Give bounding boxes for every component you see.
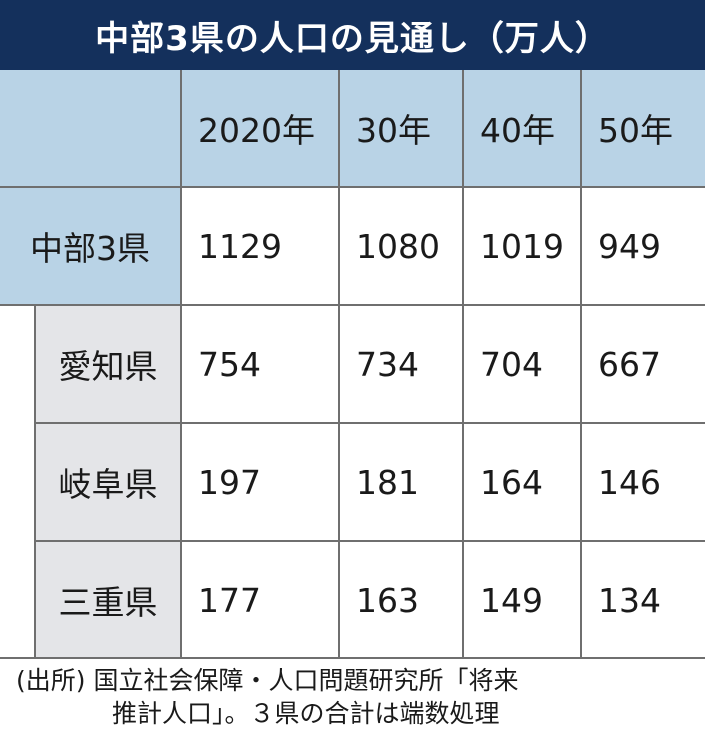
- table-bottom-rule: [0, 657, 705, 659]
- row-label-aichi: 愛知県: [36, 306, 182, 424]
- table-cell: 149: [464, 542, 582, 658]
- table-cell: 1019: [464, 188, 582, 306]
- table-cell: 667: [582, 306, 705, 424]
- table-cell: 1129: [182, 188, 340, 306]
- row-label-mie: 三重県: [36, 542, 182, 658]
- table-cell: 734: [340, 306, 464, 424]
- table-cell: 949: [582, 188, 705, 306]
- table-cell: 754: [182, 306, 340, 424]
- row-label-chubu-total: 中部3県: [0, 188, 182, 306]
- chart-title: 中部3県の人口の見通し（万人）: [0, 0, 705, 70]
- population-table: 2020年 30年 40年 50年 中部3県 1129 1080 1019 94…: [0, 70, 705, 658]
- header-corner-cell: [0, 70, 182, 188]
- table-cell: 134: [582, 542, 705, 658]
- table-cell: 164: [464, 424, 582, 542]
- table-cell: 163: [340, 542, 464, 658]
- table-cell: 1080: [340, 188, 464, 306]
- table-cell: 704: [464, 306, 582, 424]
- row-label-gifu: 岐阜県: [36, 424, 182, 542]
- indent-band: [0, 306, 36, 658]
- footnote-line-2: 推計人口」。３県の合計は端数処理: [112, 699, 500, 728]
- column-header-2040: 40年: [464, 70, 582, 188]
- table-cell: 177: [182, 542, 340, 658]
- table-cell: 197: [182, 424, 340, 542]
- table-cell: 146: [582, 424, 705, 542]
- column-header-2030: 30年: [340, 70, 464, 188]
- column-header-2020: 2020年: [182, 70, 340, 188]
- column-header-2050: 50年: [582, 70, 705, 188]
- table-cell: 181: [340, 424, 464, 542]
- footnote-line-1: (出所) 国立社会保障・人口問題研究所「将来: [16, 666, 519, 695]
- source-footnote: (出所) 国立社会保障・人口問題研究所「将来 推計人口」。３県の合計は端数処理: [16, 664, 696, 730]
